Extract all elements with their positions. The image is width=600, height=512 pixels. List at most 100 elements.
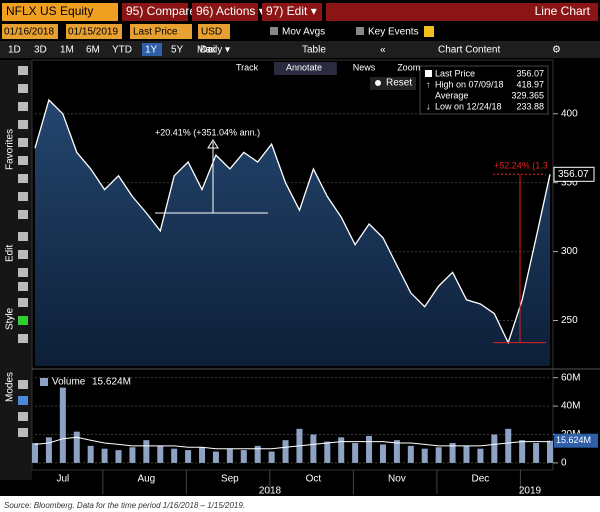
volume-bar [115, 450, 122, 463]
menu-item: 97) Edit ▾ [266, 4, 317, 18]
stats-label: Last Price [435, 68, 475, 78]
volume-bar [226, 448, 233, 463]
volume-bar [282, 440, 289, 463]
x-tick-label: Jul [56, 474, 69, 485]
volume-bar [101, 448, 108, 463]
settings[interactable]: ⚙ [552, 45, 561, 56]
collapse[interactable]: « [380, 45, 386, 56]
checkbox[interactable] [356, 27, 364, 35]
volume-bar [338, 437, 345, 463]
menu-button[interactable] [262, 3, 322, 21]
period-button[interactable]: 5Y [171, 45, 184, 56]
caption: Source: Bloomberg. Data for the time per… [4, 501, 245, 510]
checkbox[interactable] [270, 27, 278, 35]
volume-bar [32, 443, 38, 463]
x-tick-label: Oct [306, 474, 322, 485]
end-date: 01/15/2019 [68, 27, 118, 38]
stats-label: Low on 12/24/18 [435, 101, 502, 111]
menu-item: 96) Actions ▾ [196, 4, 265, 18]
ticker-box[interactable] [2, 3, 118, 21]
volume-bar [240, 450, 247, 463]
volume-bar [519, 440, 526, 463]
period-button[interactable]: 6M [86, 45, 100, 56]
volume-bar [310, 434, 317, 463]
volume-bar [143, 440, 150, 463]
period-button[interactable]: Max [197, 45, 216, 56]
side-label: Edit [5, 245, 16, 262]
stats-value: 329.365 [511, 90, 544, 100]
volume-bar [185, 450, 192, 463]
y-tick-label: 40M [561, 401, 580, 412]
info-icon [424, 26, 434, 37]
volume-bar [393, 440, 400, 463]
stats-value: 418.97 [516, 79, 544, 89]
date-field[interactable] [66, 24, 122, 39]
volume-average [34, 436, 550, 450]
annotation: +20.41% (+351.04% ann.) [155, 127, 260, 137]
volume-bar [199, 447, 206, 463]
volume-bar [505, 428, 512, 463]
year-label: 2018 [259, 486, 282, 497]
volume-bar [407, 445, 414, 463]
last-volume-label: 15.624M [556, 435, 591, 445]
chart-content[interactable]: Chart Content [438, 45, 500, 56]
stats-arrow: ↓ [426, 101, 431, 111]
volume-bar [421, 448, 428, 463]
volume-bar [171, 448, 178, 463]
stats-arrow: ↑ [426, 79, 431, 89]
volume-bar [463, 445, 470, 463]
side-label: Favorites [5, 129, 16, 170]
volume-bar [533, 443, 540, 463]
volume-bar [352, 443, 359, 463]
menu-button[interactable] [122, 3, 188, 21]
stats-label: High on 07/09/18 [435, 79, 504, 89]
volume-bar [477, 448, 484, 463]
side-label: Modes [5, 372, 16, 402]
reset-button[interactable] [370, 77, 416, 90]
volume-bar [59, 387, 66, 463]
frequency[interactable]: Daily ▾ [200, 45, 230, 56]
tool-button[interactable]: News [353, 62, 376, 72]
field-select[interactable] [130, 24, 192, 39]
y-tick-label: 400 [561, 108, 578, 119]
reset-icon [375, 80, 381, 86]
side-label: Style [5, 307, 16, 330]
last-volume-box [554, 433, 598, 448]
view-name: Line Chart [535, 4, 591, 18]
volume-bar [449, 443, 456, 463]
y-tick-label: 60M [561, 372, 580, 383]
period-button[interactable]: 1Y [145, 45, 158, 56]
stats-label: Average [435, 90, 468, 100]
reset: Reset [386, 78, 412, 89]
tool-button[interactable]: Annotate [286, 62, 322, 72]
period-button[interactable]: 1D [8, 45, 21, 56]
x-tick-label: Aug [137, 474, 155, 485]
y-tick-label: 0 [561, 458, 567, 469]
last-price-box [553, 166, 595, 182]
tool-button[interactable]: Track [236, 62, 259, 72]
date-field[interactable] [2, 24, 58, 39]
tool-button[interactable]: Zoom [397, 62, 420, 72]
annotation-arrow [207, 139, 219, 149]
volume-bar [491, 434, 498, 463]
y-tick-label: 350 [561, 177, 578, 188]
ticker: NFLX US Equity [6, 4, 93, 18]
table-button[interactable]: Table [302, 45, 326, 56]
volume-bar [157, 445, 164, 463]
period-selected [142, 43, 162, 56]
title-bar [326, 3, 598, 21]
period-button[interactable]: 1M [60, 45, 74, 56]
mov-avgs: Mov Avgs [282, 27, 325, 38]
currency-select[interactable] [198, 24, 230, 39]
x-tick-label: Dec [472, 474, 490, 485]
tool-selected [274, 62, 337, 75]
stats-value: 233.88 [516, 101, 544, 111]
volume-bar [45, 437, 52, 463]
menu-button[interactable] [192, 3, 258, 21]
legend-value: 15.624M [92, 377, 131, 388]
year-label: 2019 [519, 486, 542, 497]
period-button[interactable]: YTD [112, 45, 132, 56]
period-button[interactable]: 3D [34, 45, 47, 56]
